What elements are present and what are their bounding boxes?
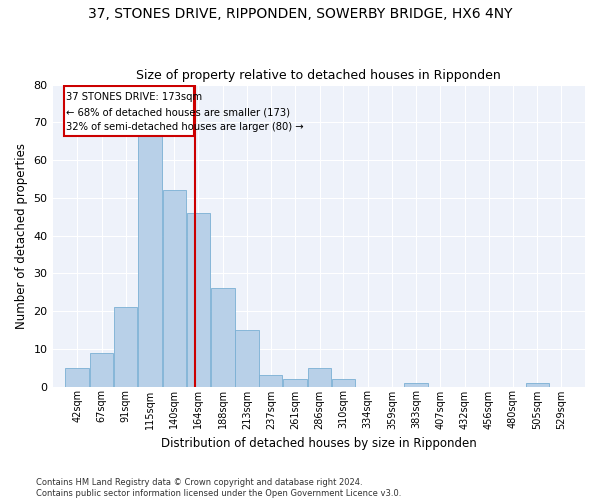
Bar <box>187 213 210 386</box>
Bar <box>404 382 428 386</box>
Bar <box>308 368 331 386</box>
Bar <box>90 352 113 386</box>
Bar <box>64 86 194 136</box>
Bar <box>235 330 259 386</box>
Bar <box>65 368 89 386</box>
Bar <box>332 379 355 386</box>
Text: 37, STONES DRIVE, RIPPONDEN, SOWERBY BRIDGE, HX6 4NY: 37, STONES DRIVE, RIPPONDEN, SOWERBY BRI… <box>88 8 512 22</box>
Text: Contains HM Land Registry data © Crown copyright and database right 2024.
Contai: Contains HM Land Registry data © Crown c… <box>36 478 401 498</box>
Bar <box>163 190 186 386</box>
Text: ← 68% of detached houses are smaller (173): ← 68% of detached houses are smaller (17… <box>66 107 290 117</box>
Bar <box>138 130 162 386</box>
Bar <box>211 288 235 386</box>
Text: 32% of semi-detached houses are larger (80) →: 32% of semi-detached houses are larger (… <box>66 122 304 132</box>
Y-axis label: Number of detached properties: Number of detached properties <box>15 142 28 328</box>
Title: Size of property relative to detached houses in Ripponden: Size of property relative to detached ho… <box>136 69 501 82</box>
Bar <box>283 379 307 386</box>
X-axis label: Distribution of detached houses by size in Ripponden: Distribution of detached houses by size … <box>161 437 476 450</box>
Bar <box>114 307 137 386</box>
Bar <box>259 375 283 386</box>
Bar <box>526 382 549 386</box>
Text: 37 STONES DRIVE: 173sqm: 37 STONES DRIVE: 173sqm <box>66 92 202 102</box>
